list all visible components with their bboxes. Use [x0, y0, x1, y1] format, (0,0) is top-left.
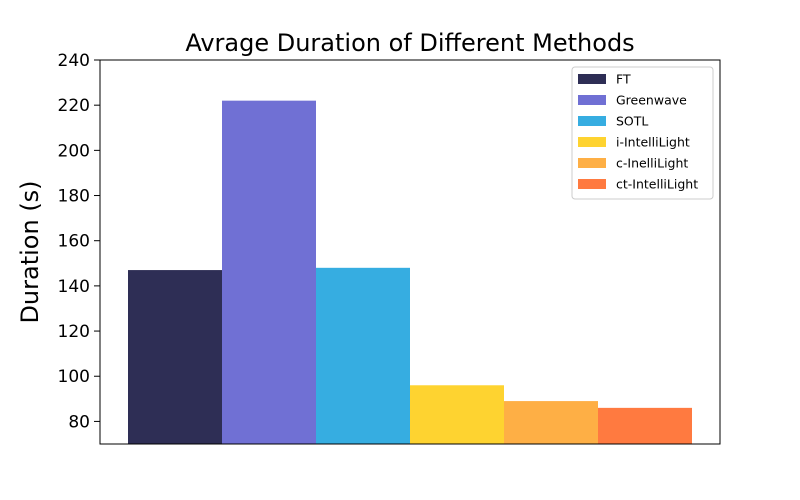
legend-label: ct-IntelliLight	[616, 177, 698, 192]
bar-c-inellilight	[504, 401, 598, 444]
legend-label: i-IntelliLight	[616, 135, 690, 150]
legend-swatch	[578, 74, 606, 84]
legend-label: SOTL	[616, 114, 648, 129]
y-tick-label: 80	[68, 412, 90, 432]
y-tick-label: 140	[58, 277, 90, 297]
legend-label: FT	[616, 72, 631, 87]
chart-title: Avrage Duration of Different Methods	[185, 29, 634, 57]
y-tick-label: 120	[58, 322, 90, 342]
legend-swatch	[578, 158, 606, 168]
bar-ft	[128, 270, 222, 444]
bars-group	[128, 100, 692, 445]
y-tick-label: 220	[58, 96, 90, 116]
bar-i-intellilight	[410, 385, 504, 444]
y-tick-label: 240	[58, 51, 90, 71]
plot-frame	[99, 59, 721, 445]
legend-swatch	[578, 116, 606, 126]
bar-greenwave	[222, 100, 316, 445]
legend-label: c-InelliLight	[616, 156, 688, 171]
legend: FT Greenwave SOTL i-IntelliLight c-InelliLig…	[571, 66, 714, 200]
y-tick-label: 200	[58, 141, 90, 161]
y-tick-label: 100	[58, 367, 90, 387]
legend-label: Greenwave	[616, 93, 687, 108]
bar-sotl	[316, 267, 410, 444]
y-axis-label: Duration (s)	[16, 180, 44, 323]
y-tick-label: 160	[58, 232, 90, 252]
legend-swatch	[578, 179, 606, 189]
legend-swatch	[578, 95, 606, 105]
legend-swatch	[578, 137, 606, 147]
bar-ct-intellilight	[598, 407, 692, 444]
legend-box	[571, 66, 714, 200]
y-tick-label: 180	[58, 187, 90, 207]
y-axis-ticks: 80 100 120 140 160 180 200 220 240	[58, 51, 100, 432]
